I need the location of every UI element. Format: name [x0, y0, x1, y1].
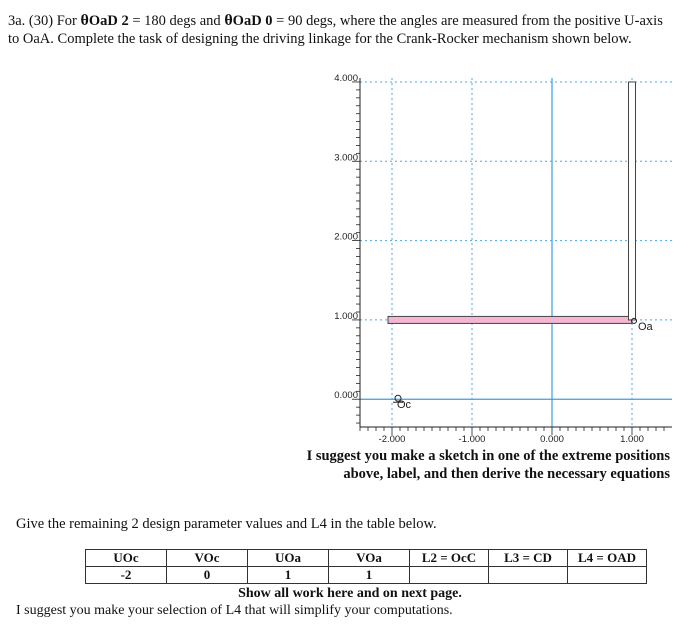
table-header-cell: VOc: [166, 549, 248, 567]
links: [387, 81, 636, 324]
ticks: 0.000 1.000 2.000 3.000 4.000 -2.000 -1.000 0.0…: [334, 73, 672, 445]
axes: [360, 78, 672, 427]
theta-subscript: OaD: [88, 13, 118, 29]
table-value-cell: -2: [85, 566, 167, 584]
x-tick-label: 1.000: [620, 434, 644, 445]
points: Oc Oa: [393, 317, 654, 411]
table-header-cell: L4 = OAD: [567, 549, 647, 567]
table-header-cell: L2 = OcC: [409, 549, 489, 567]
question-line-2: to OaA. Complete the task of designing t…: [8, 31, 632, 47]
x-tick-label: 0.000: [540, 434, 564, 445]
y-tick-label: 0.000: [334, 390, 358, 401]
table-input-cell[interactable]: [409, 566, 489, 584]
selection-note: I suggest you make your selection of L4 …: [16, 603, 453, 618]
theta-symbol: θ: [80, 12, 89, 29]
theta-symbol-2: θ: [224, 12, 233, 29]
suggestion-line-2: above, label, and then derive the necess…: [343, 466, 670, 482]
design-parameter-table: UOc VOc UOa VOa L2 = OcC L3 = CD L4 = OAD -2 0 1…: [85, 549, 647, 584]
pivot-oa-marker: [631, 317, 637, 324]
table-header-row: UOc VOc UOa VOa L2 = OcC L3 = CD L4 = OAD: [85, 549, 647, 567]
table-header-cell: UOc: [85, 549, 167, 567]
grid: [360, 78, 672, 427]
sketch-suggestion: I suggest you make a sketch in one of th…: [270, 447, 670, 483]
pivot-oc-marker: [394, 394, 402, 402]
table-input-cell[interactable]: [488, 566, 568, 584]
y-tick-label: 2.000: [334, 232, 358, 243]
y-tick-label: 4.000: [334, 73, 358, 84]
vertical-link: [628, 81, 636, 321]
give-instructions: Give the remaining 2 design parameter va…: [16, 516, 437, 532]
theta-subscript-2: OaD: [232, 13, 262, 29]
pivot-oc-label: Oc: [397, 399, 412, 411]
x-tick-label: -1.000: [459, 434, 486, 445]
question-line-1: 3a. (30) For θOaD 2 = 180 degs and θOaD …: [8, 12, 663, 29]
table-input-cell[interactable]: [567, 566, 647, 584]
y-tick-label: 3.000: [334, 152, 358, 163]
table-header-cell: L3 = CD: [488, 549, 568, 567]
table-value-cell: 1: [328, 566, 410, 584]
question-text: 3a. (30) For θOaD 2 = 180 degs and θOaD …: [8, 12, 688, 48]
table-value-cell: 1: [247, 566, 329, 584]
table-value-row: -2 0 1 1: [85, 566, 647, 584]
horizontal-link: [387, 315, 633, 324]
y-tick-label: 1.000: [334, 311, 358, 322]
suggestion-line-1: I suggest you make a sketch in one of th…: [306, 448, 670, 464]
show-work-note: Show all work here and on next page.: [238, 586, 462, 601]
table-header-cell: UOa: [247, 549, 329, 567]
x-tick-label: -2.000: [379, 434, 406, 445]
pivot-oa-label: Oa: [638, 321, 654, 333]
table-value-cell: 0: [166, 566, 248, 584]
table-header-cell: VOa: [328, 549, 410, 567]
linkage-plot: 0.000 1.000 2.000 3.000 4.000 -2.000 -1.000 0.0…: [334, 73, 672, 445]
